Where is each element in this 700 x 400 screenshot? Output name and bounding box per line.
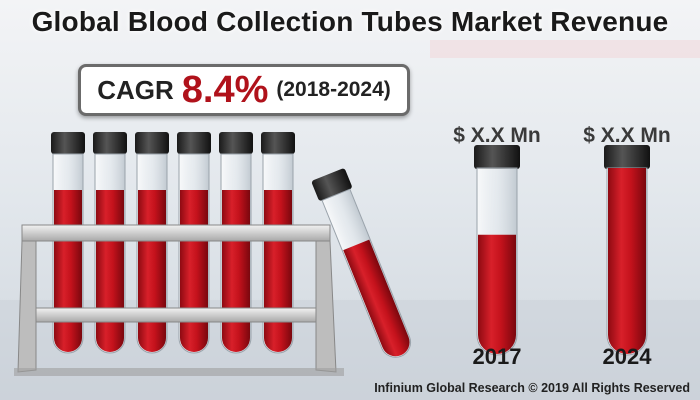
bar-fill-2024 [608, 168, 646, 354]
bar-value-label-2024: $ X.X Mn [583, 124, 671, 147]
bar-2024 [604, 145, 650, 356]
bar-value-label-2017: $ X.X Mn [453, 124, 541, 147]
cagr-period: (2018-2024) [276, 78, 391, 101]
bar-fill-2017 [478, 234, 516, 354]
x-tick-label-2024: 2024 [602, 344, 652, 369]
leaning-tube [311, 168, 412, 358]
rack-bottom-bar [21, 307, 331, 323]
cagr-label: CAGR [97, 74, 174, 105]
bar-2017 [474, 145, 520, 356]
rack-top-bar [21, 224, 331, 242]
chart-title: Global Blood Collection Tubes Market Rev… [31, 6, 669, 37]
cagr-badge: CAGR 8.4% (2018-2024) [78, 64, 410, 116]
x-tick-label-2017: 2017 [472, 344, 522, 369]
cagr-value: 8.4% [181, 68, 269, 111]
copyright-footer: Infinium Global Research © 2019 All Righ… [374, 381, 690, 395]
